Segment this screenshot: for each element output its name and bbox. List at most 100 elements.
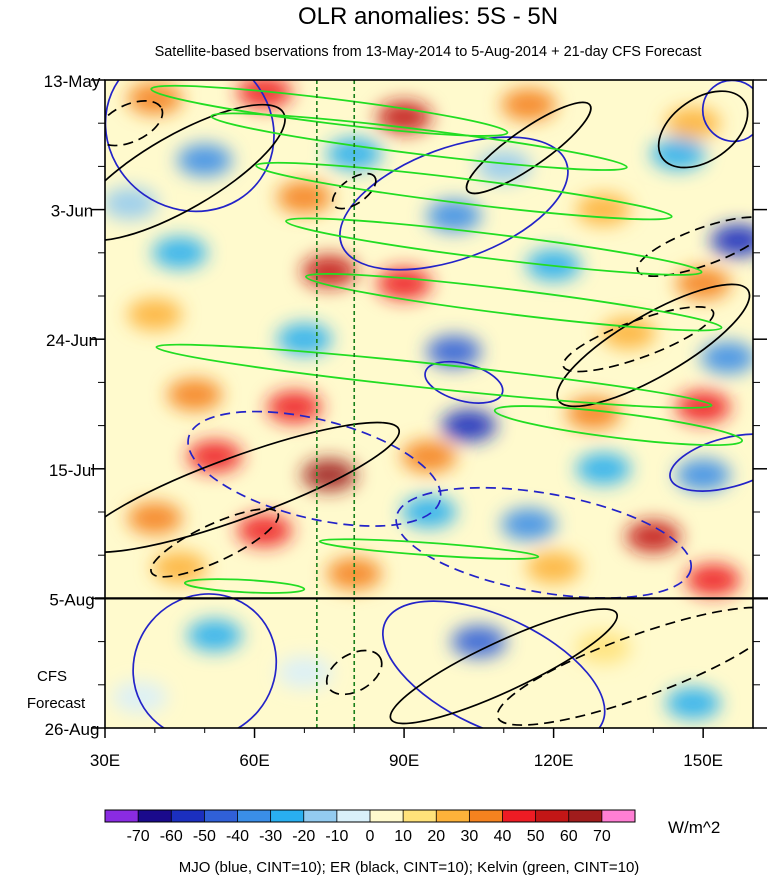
anomaly-blob-35 <box>237 514 292 547</box>
anomaly-blob-42 <box>685 563 741 596</box>
anomaly-blob-45 <box>451 625 507 658</box>
anomaly-blob-14 <box>152 236 208 269</box>
forecast-label-line1: CFS <box>37 668 67 685</box>
anomaly-blob-38 <box>625 520 681 553</box>
reference-longitude-lines <box>316 80 356 728</box>
anomaly-blob-30 <box>301 458 357 492</box>
anomaly-blob-24 <box>167 378 223 411</box>
anomaly-blob-15 <box>301 255 357 288</box>
axes: 30E 60E 90E 120E 150E 13-May 3-Jun 24-Jun 15-Jul… <box>44 72 767 770</box>
colorbar-label-14: 70 <box>593 828 611 845</box>
y-tick-label-4: 5-Aug <box>49 590 94 609</box>
colorbar-label-2: -50 <box>193 828 216 845</box>
anomaly-blob-23 <box>700 341 753 374</box>
er-contour-11 <box>325 649 383 696</box>
x-tick-label-0: 30E <box>90 751 120 770</box>
forecast-label-line2: Forecast <box>27 695 86 712</box>
anomaly-blob-22 <box>600 316 656 350</box>
mjo-contour-0 <box>105 80 275 213</box>
kelvin-contour-2 <box>255 161 673 221</box>
colorbar-label-8: 10 <box>394 828 412 845</box>
plot-area <box>95 79 768 729</box>
anomaly-blob-16 <box>376 267 432 300</box>
kelvin-contour-5 <box>155 343 713 409</box>
kelvin-contour-0 <box>150 84 509 137</box>
kelvin-contour-7 <box>318 538 540 560</box>
anomaly-blob-29 <box>187 440 243 473</box>
mjo-contour-8 <box>382 600 606 728</box>
mjo-contour-4 <box>395 486 693 599</box>
chart-title: OLR anomalies: 5S - 5N <box>298 3 558 30</box>
kelvin-contour-4 <box>305 272 723 332</box>
colorbar-swatch-5 <box>270 810 305 822</box>
x-tick-label-1: 60E <box>239 751 269 770</box>
y-tick-label-0: 13-May <box>44 72 101 91</box>
anomaly-blob-41 <box>526 551 582 584</box>
colorbar-label-5: -20 <box>292 828 315 845</box>
kelvin-contour-3 <box>285 217 703 276</box>
x-tick-label-4: 150E <box>683 751 723 770</box>
er-contour-9 <box>562 305 715 373</box>
er-contour-12 <box>496 606 753 726</box>
colorbar-unit: W/m^2 <box>668 818 720 837</box>
y-tick-label-2: 24-Jun <box>46 331 98 350</box>
er-contour-6 <box>105 100 164 147</box>
colorbar-swatch-13 <box>535 810 570 822</box>
colorbar-swatch-14 <box>568 810 603 822</box>
colorbar-swatch-6 <box>303 810 338 822</box>
anomaly-blob-31 <box>401 440 457 473</box>
colorbar-label-6: -10 <box>325 828 348 845</box>
colorbar-swatch-9 <box>403 810 437 822</box>
anomaly-blob-19 <box>127 298 183 331</box>
y-tick-label-1: 3-Jun <box>51 202 94 221</box>
colorbar-label-13: 60 <box>560 828 578 845</box>
mjo-contour-5 <box>424 360 504 404</box>
colorbar-label-0: -70 <box>127 828 150 845</box>
kelvin-contour-1 <box>210 112 628 171</box>
er-contour-4 <box>657 90 749 169</box>
anomaly-blob-5 <box>177 144 233 177</box>
anomaly-field <box>105 80 753 720</box>
mjo-contour-7 <box>132 593 278 728</box>
mjo-contour-6 <box>669 433 753 492</box>
colorbar: -70 -60 -50 -40 -30 -20 -10 0 10 20 30 40 50 60 70 <box>104 809 636 845</box>
er-contour-7 <box>331 172 377 210</box>
er-contour-8 <box>636 216 753 278</box>
colorbar-swatch-0 <box>105 810 139 822</box>
anomaly-blob-48 <box>112 681 168 714</box>
y-tick-label-5: 26-Aug <box>45 720 100 739</box>
colorbar-label-4: -30 <box>259 828 282 845</box>
anomaly-blob-0 <box>127 82 183 115</box>
colorbar-label-10: 30 <box>460 828 478 845</box>
x-tick-label-2: 90E <box>389 751 419 770</box>
anomaly-blob-43 <box>187 619 243 652</box>
anomaly-blob-3 <box>501 88 557 121</box>
colorbar-swatch-15 <box>601 810 636 822</box>
er-contour-0 <box>105 103 286 242</box>
anomaly-blob-7 <box>476 150 532 183</box>
anomaly-blob-1 <box>237 80 292 109</box>
colorbar-swatch-3 <box>204 810 238 822</box>
anomaly-blob-32 <box>576 452 631 485</box>
plot-frame <box>104 79 754 729</box>
colorbar-swatch-12 <box>502 810 537 822</box>
anomaly-blob-4 <box>665 107 721 140</box>
anomaly-blob-27 <box>566 397 621 430</box>
x-tick-label-3: 120E <box>534 751 574 770</box>
anomaly-blob-34 <box>127 502 183 535</box>
colorbar-label-1: -60 <box>160 828 183 845</box>
anomaly-blob-18 <box>675 267 731 300</box>
anomaly-blob-13 <box>710 224 753 257</box>
anomaly-blob-39 <box>152 551 208 584</box>
anomaly-blob-25 <box>267 391 322 424</box>
anomaly-blob-44 <box>276 656 332 689</box>
anomaly-blob-33 <box>675 458 731 492</box>
colorbar-swatch-11 <box>469 810 503 822</box>
kelvin-contour-8 <box>183 578 306 594</box>
chart-subtitle: Satellite-based bservations from 13-May-… <box>155 44 702 60</box>
colorbar-swatch-8 <box>370 810 404 822</box>
colorbar-swatch-1 <box>138 810 172 822</box>
colorbar-label-9: 20 <box>427 828 445 845</box>
anomaly-blob-47 <box>665 687 721 720</box>
